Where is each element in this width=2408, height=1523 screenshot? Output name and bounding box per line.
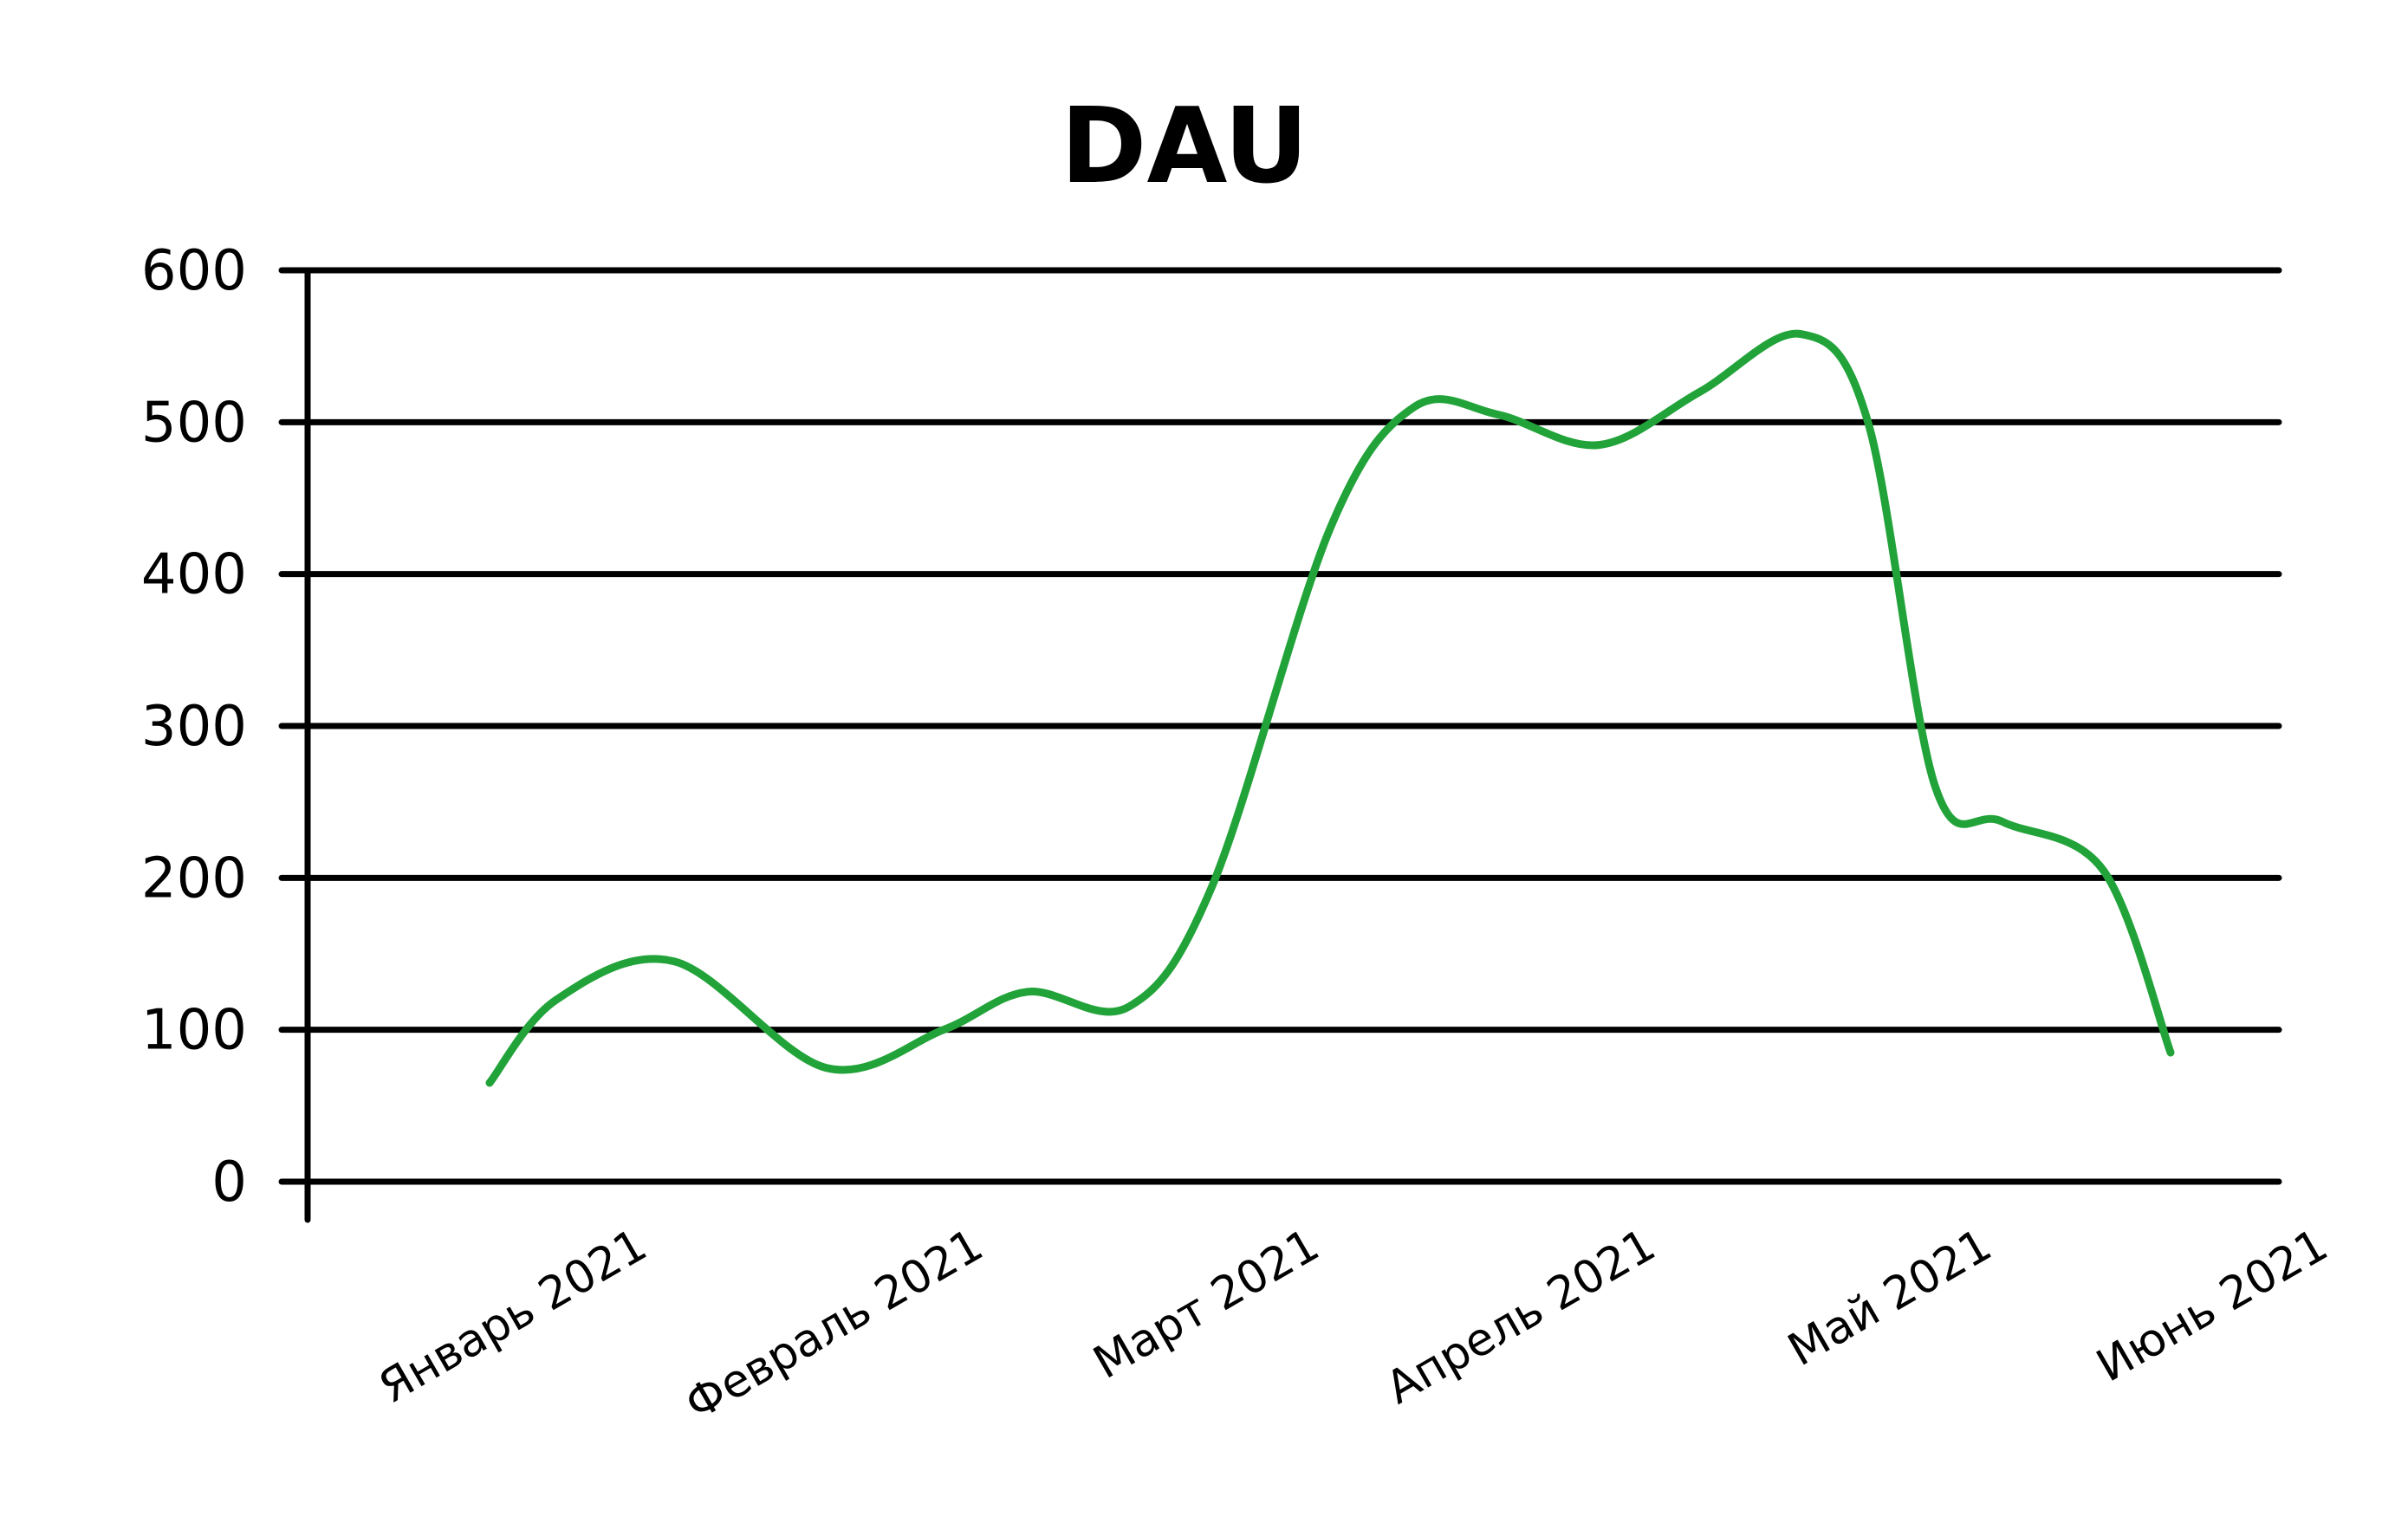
- x-axis-category-labels: Январь 2021 Февраль 2021 Март 2021 Апрель 2…: [371, 1219, 2337, 1430]
- y-tick-label-300: 300: [141, 695, 247, 759]
- x-tick-label-5: Июнь 2021: [2088, 1219, 2337, 1392]
- x-tick-label-2: Март 2021: [1085, 1219, 1327, 1389]
- y-tick-label-500: 500: [141, 391, 247, 455]
- x-tick-label-4: Май 2021: [1780, 1219, 2001, 1377]
- y-axis-tick-labels: 0 100 200 300 400 500 600: [141, 239, 247, 1215]
- x-tick-label-3: Апрель 2021: [1378, 1219, 1665, 1415]
- y-tick-label-600: 600: [141, 239, 247, 303]
- series-line-0: [485, 329, 2175, 1087]
- y-tick-label-100: 100: [141, 999, 247, 1063]
- series-lines: [485, 329, 2175, 1087]
- grid-lines: [278, 267, 2282, 1185]
- y-tick-label-0: 0: [211, 1150, 247, 1215]
- x-tick-label-1: Февраль 2021: [677, 1219, 991, 1430]
- x-tick-label-0: Январь 2021: [371, 1219, 656, 1414]
- y-tick-label-400: 400: [141, 543, 247, 607]
- chart-title: DAU: [1061, 87, 1308, 207]
- y-tick-label-200: 200: [141, 846, 247, 911]
